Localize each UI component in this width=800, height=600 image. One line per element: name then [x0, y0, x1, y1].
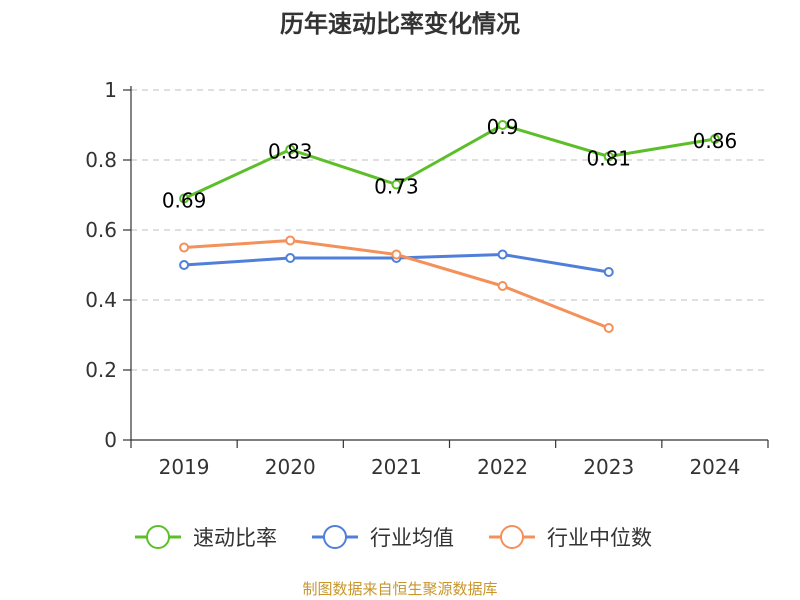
x-tick-label: 2023 — [583, 455, 634, 479]
data-point[interactable] — [179, 260, 190, 270]
data-label: 0.86 — [693, 129, 738, 153]
data-label: 0.9 — [487, 115, 519, 139]
data-point[interactable] — [603, 267, 614, 277]
legend-item-1[interactable]: 行业均值 — [312, 525, 454, 550]
data-label: 0.83 — [268, 140, 313, 164]
y-tick-label: 0.4 — [85, 288, 117, 312]
data-label: 0.81 — [586, 147, 631, 171]
series-group — [179, 120, 720, 333]
data-label: 0.69 — [162, 189, 207, 213]
x-tick-label: 2019 — [159, 455, 210, 479]
legend-marker — [323, 525, 347, 549]
data-point[interactable] — [497, 249, 508, 260]
legend-marker — [500, 525, 524, 549]
data-point[interactable] — [603, 151, 614, 162]
series-line-0 — [183, 123, 716, 200]
chart-title: 历年速动比率变化情况 — [280, 10, 520, 38]
data-point[interactable] — [179, 242, 190, 253]
data-point[interactable] — [179, 193, 190, 204]
data-point[interactable] — [603, 323, 614, 333]
data-point[interactable] — [391, 179, 402, 190]
y-tick-label: 0.2 — [85, 358, 117, 382]
legend-item-2[interactable]: 行业中位数 — [489, 525, 652, 550]
legend-label: 行业中位数 — [547, 526, 652, 550]
data-point[interactable] — [709, 134, 720, 144]
grid-lines — [131, 89, 768, 371]
y-tick-label: 0 — [104, 428, 117, 452]
data-labels: 0.69 0.83 0.73 0.9 0.81 0.86 — [162, 115, 737, 213]
legend-label: 速动比率 — [193, 526, 277, 550]
data-point[interactable] — [391, 249, 402, 260]
data-label: 0.73 — [374, 175, 419, 199]
legend-marker — [146, 525, 170, 549]
y-tick-label: 0.8 — [85, 148, 117, 172]
data-point[interactable] — [285, 253, 296, 263]
y-tick-label: 0.6 — [85, 218, 117, 242]
data-point[interactable] — [497, 120, 508, 130]
legend-item-0[interactable]: 速动比率 — [135, 525, 277, 550]
x-tick-label: 2024 — [689, 455, 740, 479]
x-tick-label: 2022 — [477, 455, 528, 479]
legend[interactable]: 速动比率 行业均值 行业中位数 — [135, 525, 652, 550]
y-tick-label: 1 — [104, 78, 117, 102]
x-tick-label: 2021 — [371, 455, 422, 479]
data-point[interactable] — [285, 235, 296, 246]
x-tick-label: 2020 — [265, 455, 316, 479]
data-point[interactable] — [285, 144, 296, 155]
source-note: 制图数据来自恒生聚源数据库 — [302, 580, 497, 598]
data-point[interactable] — [497, 281, 508, 291]
legend-label: 行业均值 — [370, 526, 454, 550]
